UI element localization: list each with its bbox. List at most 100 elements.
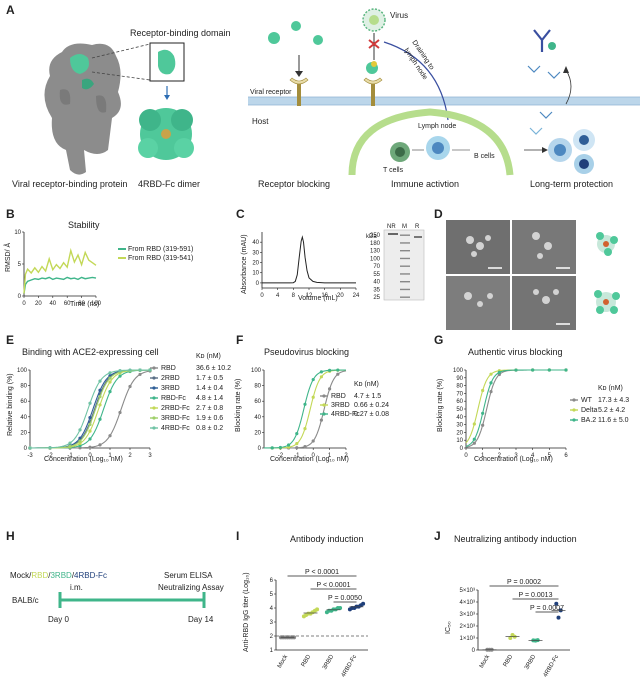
group-sep-1: / [48,571,51,580]
gel-lane-r: R [415,224,420,230]
legend-kd: 1.9 ± 0.6 [196,415,223,422]
data-point [138,368,142,372]
legend-name: 3RBD [161,385,180,392]
panel-f: F Pseudovirus blocking -2 -1 0 1 20204060801… [235,333,389,463]
label-viral-receptor: Viral receptor [250,89,292,96]
y-tick-label: 6 [270,578,274,584]
data-point [108,390,112,394]
y-tick-label: 60 [456,399,463,405]
legend-name: RBD [161,365,176,372]
data-point [78,436,82,440]
gel-marker-label: 250 [370,233,381,239]
em-image-2 [512,220,576,274]
panel-label-j: J [434,529,441,543]
data-point [98,403,102,407]
legend-marker [152,366,156,370]
day-14-label: Day 14 [188,615,214,624]
data-point [78,444,82,448]
panel-label-f: F [236,333,243,347]
y-tick-label: 100 [17,368,28,374]
caption-immune-activation: Immune activtion [391,179,459,189]
y-tick-label: 1 [270,648,274,654]
panel-label-d: D [434,207,443,221]
legend-kd: 17.3 ± 4.3 [598,397,629,404]
legend-kd: 0.27 ± 0.08 [354,411,389,418]
panel-j: J Neutralizing antibody induction 0 1×10³… [434,529,577,678]
x-tick-label: 2 [128,453,132,459]
x-tick-label: 20 [35,301,42,307]
gel-marker-band [400,257,410,260]
curve-1 [263,370,347,449]
significance-label: P = 0.0007 [530,605,564,612]
y-tick-label: 100 [251,368,262,374]
legend-marker [322,412,326,416]
gel-marker-band [400,250,410,252]
assay-line-1: Serum ELISA [164,571,213,580]
chart-i-title: Antibody induction [290,534,364,544]
chart-e-xlabel: Concentration (Log₁₀ nM) [44,456,123,463]
legend-kd: 1.4 ± 0.4 [196,385,223,392]
category-label: 3RBD [524,653,538,670]
panel-label-h: H [6,529,15,543]
x-tick-label: 0 [312,453,316,459]
legend-kd: 1.7 ± 0.5 [196,375,223,382]
gel-marker-label: 70 [373,264,380,270]
gel-marker-label: 130 [370,249,381,255]
model-structure-top [596,232,618,256]
chart-i: 1 2 3 4 5 6 Mock RBD 3RBD 4RBD-Fc P < 0.0001 P < 0.… [270,569,368,678]
data-point [481,423,485,427]
data-point [128,384,132,389]
chart-c-ylabel: Absorbance (mAU) [241,234,248,294]
caption-long-term: Long-term protection [530,179,613,189]
gel-marker-band [400,265,410,267]
panel-i: I Antibody induction 1 2 3 4 5 6 Mock RBD 3RBD 4R… [236,529,368,678]
y-tick-label: 70 [456,391,463,397]
data-point [78,428,82,432]
legend-marker [322,394,326,398]
gel-band-r [414,236,422,238]
chart-g-xlabel: Concentration (Log₁₀ nM) [474,456,553,463]
panel-e: E Binding with ACE2-expressing cell -3 -2… [6,333,231,463]
panel-g: G Authentic virus blocking 0 1 2 3 4 5 6010203… [434,333,629,463]
data-point [303,426,307,431]
data-point [270,446,274,450]
x-tick-label: 2 [344,453,348,459]
y-tick-label: 0 [24,446,28,452]
data-point [295,442,299,446]
chart-c: 0 4 8 12 16 20 24 0 10 20 30 40 [252,232,360,299]
chart-f-title: Pseudovirus blocking [264,347,349,357]
data-point [98,395,102,399]
curve-1 [465,369,566,448]
category-label: Mock [277,653,290,669]
gel-marker-band [400,234,410,236]
legend-marker [572,418,576,422]
data-point [472,422,476,426]
curve-5 [29,369,151,449]
label-t-cells: T cells [383,167,404,174]
x-tick-label: -1 [67,453,73,459]
category-label: Mock [479,653,492,669]
chart-e-ylabel: Relative binding (%) [7,373,14,436]
category-label: RBD [503,653,515,668]
x-tick-label: 0 [464,453,468,459]
virus-icon [362,8,386,32]
category-label: 3RBD [322,653,336,670]
data-point [108,371,112,375]
panel-label-c: C [236,207,245,221]
y-tick-label: 0 [18,294,22,300]
group-3rbd: 3RBD [50,571,72,580]
x-tick-label: -2 [47,453,53,459]
spike-protein-image [44,43,121,175]
y-tick-label: 90 [456,376,463,382]
data-point [311,395,315,399]
dimer-structure-image [138,108,194,160]
legend-marker [572,398,576,402]
data-point [128,368,132,372]
data-point [531,368,535,372]
curve-1 [29,370,151,449]
draining-arrow-icon [383,41,449,121]
